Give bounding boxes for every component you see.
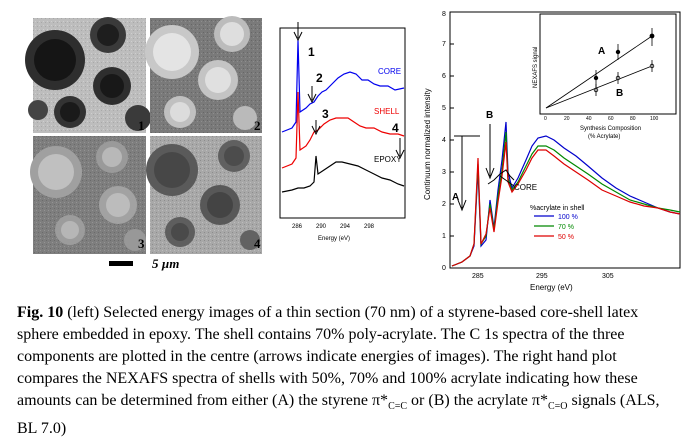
scale-bar [109,261,133,266]
arrow-label-4: 4 [392,121,399,135]
micrograph-grid [25,16,262,254]
legend-title: %acrylate in shell [530,205,585,212]
inset-x-tick: 20 [564,116,570,122]
inset-x-label-2: (% Acrylate) [588,134,620,140]
shell-spectrum-line [281,91,405,169]
y-tick: 5 [442,105,446,112]
epoxy-spectrum-line [281,155,405,193]
x-tick: 285 [472,273,484,280]
caption-text-1: (left) Selected energy images of a thin … [17,304,639,409]
y-tick: 7 [442,41,446,48]
caption-sub-2: C=O [547,401,568,413]
caption-text-2: or (B) the acrylate π* [407,392,548,409]
arrow-label-3: 3 [322,107,329,121]
caption-text-3: signals (ALS, BL 7.0) [17,392,660,438]
core-label: CORE [514,183,537,192]
inset-plot: A B 0 20 40 60 80 100 Synthesis Composit… [533,13,677,140]
tick-label: 294 [340,224,351,230]
micrograph-tile-4 [146,136,262,254]
inset-x-tick: 80 [630,116,636,122]
tick-label: 290 [316,224,327,230]
label-B: B [486,110,493,121]
core-spectrum-line [281,39,405,133]
right-x-axis-label: Energy (eV) [530,283,573,292]
y-tick: 8 [442,11,446,18]
tile-label-3: 3 [138,236,145,251]
inset-x-tick: 0 [544,116,547,122]
x-tick: 295 [536,273,548,280]
micrograph-tile-1 [25,17,151,133]
legend-label-100: 100 % [558,214,578,221]
legend-label-70: 70 % [558,224,574,231]
right-nexafs-plot: 0 1 2 3 4 5 6 7 8 Continuum normalized i… [423,11,681,292]
inset-x-label-1: Synthesis Composition [580,126,641,132]
arrow-label-1: 1 [308,45,315,59]
center-spectra-plot: 1 2 3 4 CORE SHELL EPOXY 286 290 294 298… [279,22,406,242]
tile-label-2: 2 [254,118,261,133]
y-tick: 2 [442,201,446,208]
inset-x-tick: 100 [650,116,659,122]
right-y-axis-label: Continuum normalized intensity [423,88,432,200]
x-tick: 305 [602,273,614,280]
arrow-label-2: 2 [316,71,323,85]
y-tick: 1 [442,233,446,240]
legend-label-50: 50 % [558,234,574,241]
series-label-core: CORE [378,67,401,76]
series-label-epoxy: EPOXY [374,155,402,164]
y-tick: 3 [442,169,446,176]
core-spectrum-line [487,169,515,185]
series-label-shell: SHELL [374,107,400,116]
tile-label-4: 4 [254,236,261,251]
y-tick: 4 [442,137,446,144]
caption-sub-1: C=C [388,401,408,413]
tile-label-1: 1 [138,118,145,133]
micrograph-tile-3 [30,136,146,254]
spectrum-100-line [451,121,681,267]
caption-fig-label: Fig. 10 [17,304,64,321]
tick-label: 286 [292,224,303,230]
center-x-axis-label: Energy (eV) [318,236,350,242]
spectrum-50-line [451,141,681,267]
figure-caption: Fig. 10 (left) Selected energy images of… [17,302,677,440]
tick-label: 298 [364,224,375,230]
inset-y-label: NEXAFS signal [533,47,539,88]
scale-bar-label: 5 µm [152,256,180,271]
label-A: A [452,192,459,203]
spectrum-70-line [451,131,681,267]
micrograph-tile-2 [145,16,262,133]
y-tick: 6 [442,73,446,80]
inset-label-A: A [598,46,605,57]
inset-x-tick: 60 [608,116,614,122]
y-tick: 0 [442,265,446,272]
inset-x-tick: 40 [586,116,592,122]
inset-label-B: B [616,88,623,99]
